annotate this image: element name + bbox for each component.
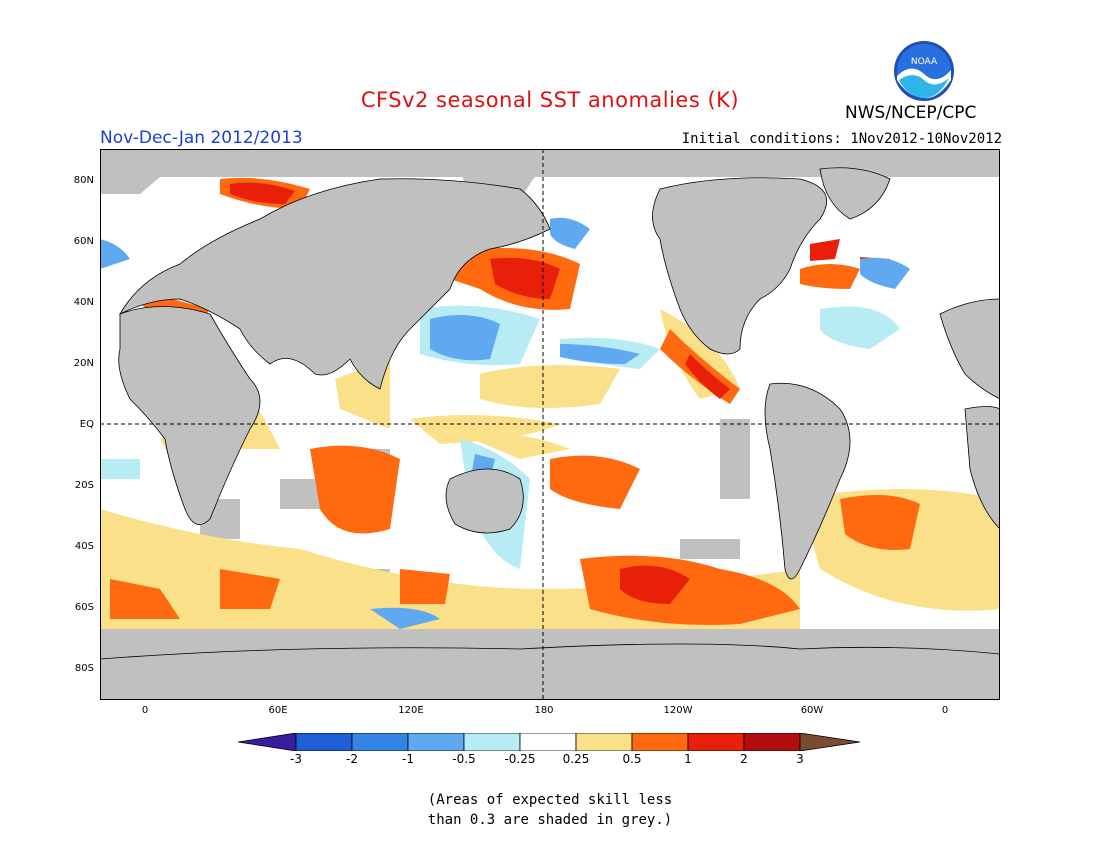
colorbar-label: -0.25 — [504, 752, 536, 766]
colorbar-label: -0.5 — [452, 752, 476, 766]
colorbar-segment — [687, 732, 745, 752]
lat-label: 80N — [73, 175, 94, 186]
noaa-logo: NOAA — [893, 40, 955, 102]
lon-label: 60E — [268, 705, 288, 716]
colorbar-label: 3 — [796, 752, 804, 766]
lon-label: 0 — [141, 705, 149, 716]
colorbar-label: -2 — [346, 752, 358, 766]
lat-label: 40S — [74, 541, 94, 552]
skill-note-line2: than 0.3 are shaded in grey.) — [427, 812, 673, 828]
colorbar-label: 0.5 — [622, 752, 642, 766]
colorbar-segment — [463, 732, 521, 752]
anomaly-moderate-cool — [100, 217, 910, 629]
lat-label: 20N — [73, 358, 94, 369]
colorbar — [237, 732, 862, 763]
map-title: CFSv2 seasonal SST anomalies (K) — [360, 88, 740, 112]
lat-label: EQ — [79, 419, 94, 430]
lat-label: 60S — [74, 602, 94, 613]
colorbar-segment — [351, 732, 409, 752]
colorbar-label: -3 — [290, 752, 302, 766]
colorbar-label: -1 — [402, 752, 414, 766]
lat-label: 40N — [73, 297, 94, 308]
colorbar-segment — [743, 732, 801, 752]
lon-label: 0 — [941, 705, 949, 716]
agency-label: NWS/NCEP/CPC — [845, 103, 977, 123]
initial-conditions-label: Initial conditions: 1Nov2012-10Nov2012 — [681, 131, 1002, 147]
period-label: Nov-Dec-Jan 2012/2013 — [100, 128, 303, 148]
colorbar-label: 2 — [740, 752, 748, 766]
lon-label: 60W — [800, 705, 824, 716]
lon-label: 120E — [398, 705, 424, 716]
skill-note-line1: (Areas of expected skill less — [427, 792, 673, 808]
lat-label: 20S — [74, 480, 94, 491]
colorbar-segment — [575, 732, 633, 752]
lon-label: 120W — [663, 705, 693, 716]
colorbar-segment — [407, 732, 465, 752]
colorbar-segment — [519, 732, 577, 752]
colorbar-segment — [237, 732, 297, 752]
sst-anomaly-map — [99, 148, 1001, 701]
lat-label: 60N — [73, 236, 94, 247]
land-masses — [99, 167, 1001, 701]
lat-label: 80S — [74, 663, 94, 674]
colorbar-segment — [295, 732, 353, 752]
colorbar-label: 0.25 — [562, 752, 590, 766]
lon-label: 180 — [534, 705, 554, 716]
svg-text:NOAA: NOAA — [911, 57, 938, 67]
colorbar-segment — [799, 732, 861, 752]
colorbar-segment — [631, 732, 689, 752]
colorbar-label: 1 — [684, 752, 692, 766]
